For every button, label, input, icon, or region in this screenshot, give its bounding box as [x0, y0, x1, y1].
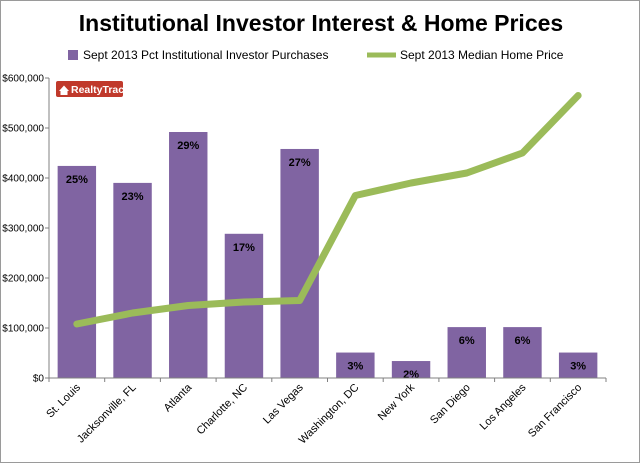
median-price-line [73, 92, 582, 328]
house-icon [59, 85, 69, 95]
x-tick-label: San Diego [428, 382, 473, 427]
bar [503, 327, 542, 378]
line-point [75, 323, 78, 325]
bar [391, 361, 431, 378]
y-tick-label: $0 [33, 374, 45, 385]
line-point [521, 152, 524, 154]
line-point [354, 194, 357, 197]
x-tick-label: St. Louis [44, 381, 83, 420]
x-tick-label: Charlotte, NC [194, 382, 250, 438]
bar-data-label: 6% [514, 335, 530, 347]
bar [280, 148, 319, 378]
chart-title: Institutional Investor Interest & Home P… [79, 10, 563, 36]
bar-data-label: 17% [233, 242, 255, 254]
line-point [242, 301, 245, 303]
logo-background [56, 81, 123, 97]
x-tick-label: New York [376, 381, 418, 423]
logo-text: RealtyTrac [71, 84, 124, 96]
y-tick-label: $600,000 [2, 74, 44, 85]
line-point [577, 94, 580, 97]
x-tick-label: San Francisco [526, 382, 584, 440]
y-tick-label: $400,000 [2, 174, 44, 185]
bar [447, 327, 486, 378]
x-tick-label: Los Angeles [478, 381, 529, 432]
y-tick-label: $300,000 [2, 224, 44, 235]
x-tick-label: Washington, DC [297, 382, 362, 447]
bar [558, 352, 598, 378]
line-point [465, 172, 468, 174]
legend: Sept 2013 Pct Institutional Investor Pur… [68, 48, 564, 62]
x-tick-label: Atlanta [162, 381, 195, 414]
line-series [73, 92, 582, 328]
bar-series: 25% 23% 29% 17% 27% 3% 2% 6% 6% 3% [57, 132, 598, 381]
line-point [131, 312, 134, 314]
bar-data-label: 25% [66, 174, 88, 186]
bar [336, 352, 375, 378]
y-tick-label: $200,000 [2, 274, 44, 285]
bar-data-label: 27% [289, 157, 311, 169]
bar-data-label: 23% [122, 191, 144, 203]
bar-data-label: 3% [347, 361, 363, 373]
y-tick-label: $100,000 [2, 324, 44, 335]
x-tick-label: Jacksonville, FL [75, 382, 139, 446]
line-point [298, 299, 301, 302]
bar-data-label: 6% [459, 335, 475, 347]
line-point [187, 304, 190, 307]
legend-label-bar: Sept 2013 Pct Institutional Investor Pur… [83, 48, 328, 62]
y-axis: $0 $100,000 $200,000 $300,000 $400,000 $500,0… [2, 74, 50, 385]
legend-label-line: Sept 2013 Median Home Price [400, 48, 564, 62]
line-point [410, 182, 413, 184]
x-tick-label: Las Vegas [261, 381, 306, 426]
bar [57, 165, 97, 378]
legend-swatch-bar [68, 50, 78, 60]
bar-data-label: 29% [177, 140, 199, 152]
bar-data-label: 3% [570, 361, 586, 373]
bar [169, 132, 208, 378]
bar [113, 182, 152, 378]
bar-data-label: 2% [403, 369, 419, 381]
y-tick-label: $500,000 [2, 124, 44, 135]
realtytrac-logo: RealtyTrac [56, 81, 124, 97]
